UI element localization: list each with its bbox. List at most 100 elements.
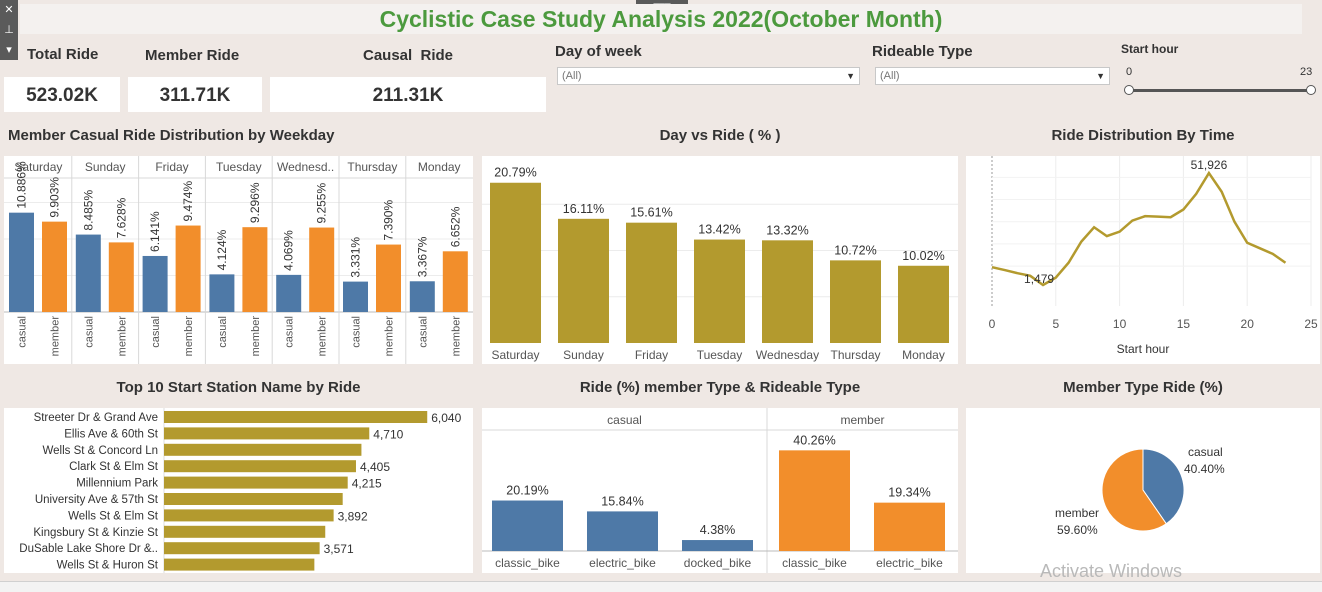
- series-axis-label: member: [116, 316, 128, 357]
- chevron-down-icon[interactable]: ▼: [1096, 71, 1105, 81]
- weekday-header-label: Tuesday: [216, 160, 262, 174]
- casual-bar: [75, 234, 101, 312]
- filter-day-value: (All): [562, 70, 582, 82]
- pin-icon[interactable]: ⊥: [4, 24, 14, 36]
- casual-bar: [276, 274, 302, 312]
- station-name-label: Wells St & Concord Ln: [43, 445, 158, 457]
- casual-slice-name: casual: [1188, 445, 1223, 459]
- filter-rideable-value: (All): [880, 70, 900, 82]
- casual-bar: [142, 255, 168, 312]
- day-axis-label: Wednesday: [756, 348, 819, 362]
- station-bar: [164, 411, 428, 423]
- station-bar: [164, 460, 356, 473]
- panel-title-time: Ride Distribution By Time: [1051, 127, 1235, 144]
- casual-bar: [343, 281, 368, 312]
- member-slice-name: member: [1055, 506, 1099, 520]
- panel-title-weekday: Member Casual Ride Distribution by Weekd…: [8, 127, 335, 144]
- day-bar-label: 10.02%: [902, 249, 944, 263]
- series-axis-label: member: [317, 316, 329, 357]
- station-name-label: Wells St & Elm St: [68, 510, 159, 522]
- top-stations-chart: Streeter Dr & Grand Ave 6,040 Ellis Ave & …: [4, 408, 473, 573]
- day-bar-label: 13.32%: [766, 223, 808, 237]
- x-tick-label: 15: [1177, 317, 1191, 331]
- series-axis-label: member: [183, 316, 195, 357]
- station-name-label: Clark St & Elm St: [69, 461, 159, 473]
- close-icon[interactable]: ✕: [4, 4, 14, 16]
- member-slice: [1101, 448, 1167, 532]
- kpi-member-label: Member Ride: [145, 47, 240, 64]
- hour-slider-max-handle[interactable]: [1306, 85, 1316, 95]
- left-toolbar[interactable]: ✕ ⊥ ▾: [0, 0, 18, 60]
- station-bar: [164, 443, 362, 456]
- weekday-header-label: Monday: [418, 160, 461, 174]
- station-name-label: Ellis Ave & 60th St: [64, 428, 159, 440]
- station-value-label: 3,571: [324, 542, 354, 556]
- day-axis-label: Monday: [902, 348, 945, 362]
- day-bar: [490, 182, 541, 343]
- member-bar: [309, 227, 335, 312]
- station-value-label: 4,710: [373, 427, 403, 441]
- casual-data-label: 8.485%: [81, 190, 95, 231]
- station-name-label: University Ave & 57th St: [35, 494, 159, 506]
- x-tick-label: 25: [1304, 317, 1318, 331]
- member-data-label: 7.390%: [382, 200, 396, 241]
- kpi-member-value: 311.71K: [128, 77, 262, 112]
- casual-classic_bike-bar: [492, 500, 563, 551]
- series-axis-label: casual: [417, 316, 429, 348]
- dashboard-title: Cyclistic Case Study Analysis 2022(Octob…: [20, 4, 1302, 34]
- group-header-label: casual: [607, 413, 642, 427]
- station-name-label: Streeter Dr & Grand Ave: [34, 412, 158, 424]
- x-tick-label: 20: [1241, 317, 1255, 331]
- member-type-pie: casual 40.40% member 59.60%: [966, 408, 1320, 573]
- casual-slice: [1142, 448, 1185, 525]
- member-bar: [242, 227, 268, 312]
- station-bar: [164, 558, 315, 571]
- ride-by-time-chart: 0 5 10 15 20 25 51,926 1,479 Start hour: [966, 156, 1320, 364]
- member-electric_bike-bar: [874, 502, 945, 551]
- panel-title-member-type: Member Type Ride (%): [1063, 379, 1223, 396]
- panel-title-stations: Top 10 Start Station Name by Ride: [116, 379, 361, 396]
- series-axis-label: member: [450, 316, 462, 357]
- hour-slider-min-handle[interactable]: [1124, 85, 1134, 95]
- member-bar: [175, 225, 201, 312]
- day-bar-label: 20.79%: [494, 166, 536, 180]
- station-name-label: Wells St & Huron St: [57, 560, 159, 572]
- member-bar: [108, 242, 134, 312]
- bottom-tab-bar[interactable]: [0, 581, 1322, 592]
- rideable-bar-label: 40.26%: [793, 433, 835, 447]
- day-bar: [762, 240, 813, 343]
- series-axis-label: casual: [150, 316, 162, 348]
- casual-data-label: 3.367%: [415, 236, 429, 277]
- weekday-header-label: Sunday: [85, 160, 126, 174]
- day-bar-label: 10.72%: [834, 243, 876, 257]
- rideable-bar-label: 19.34%: [888, 486, 930, 500]
- hour-slider-track[interactable]: [1129, 89, 1312, 92]
- member-data-label: 9.903%: [48, 177, 62, 218]
- series-axis-label: member: [384, 316, 396, 357]
- x-tick-label: 10: [1113, 317, 1127, 331]
- filter-day-select[interactable]: (All) ▼: [557, 67, 860, 85]
- chevron-down-icon[interactable]: ▼: [846, 71, 855, 81]
- rideable-axis-label: electric_bike: [876, 556, 943, 570]
- peak-annotation: 51,926: [1191, 158, 1228, 172]
- station-name-label: Millennium Park: [76, 478, 158, 490]
- filter-rideable-select[interactable]: (All) ▼: [875, 67, 1110, 85]
- day-axis-label: Saturday: [491, 348, 539, 362]
- series-axis-label: casual: [351, 316, 363, 348]
- x-tick-label: 5: [1052, 317, 1059, 331]
- weekday-header-label: Thursday: [347, 160, 397, 174]
- kpi-casual-value: 211.31K: [270, 77, 546, 112]
- x-tick-label: 0: [989, 317, 996, 331]
- member-classic_bike-bar: [779, 450, 850, 551]
- x-axis-title: Start hour: [1117, 342, 1170, 356]
- casual-bar: [209, 274, 235, 312]
- chevron-down-icon[interactable]: ▾: [6, 44, 12, 56]
- casual-data-label: 10.886%: [15, 161, 29, 209]
- series-axis-label: casual: [217, 316, 229, 348]
- member-data-label: 9.255%: [315, 183, 329, 224]
- casual-slice-percent: 40.40%: [1184, 462, 1225, 476]
- member-data-label: 7.628%: [114, 197, 128, 238]
- rideable-bar-label: 20.19%: [506, 484, 548, 498]
- member-data-label: 9.474%: [181, 181, 195, 222]
- day-bar: [558, 218, 609, 343]
